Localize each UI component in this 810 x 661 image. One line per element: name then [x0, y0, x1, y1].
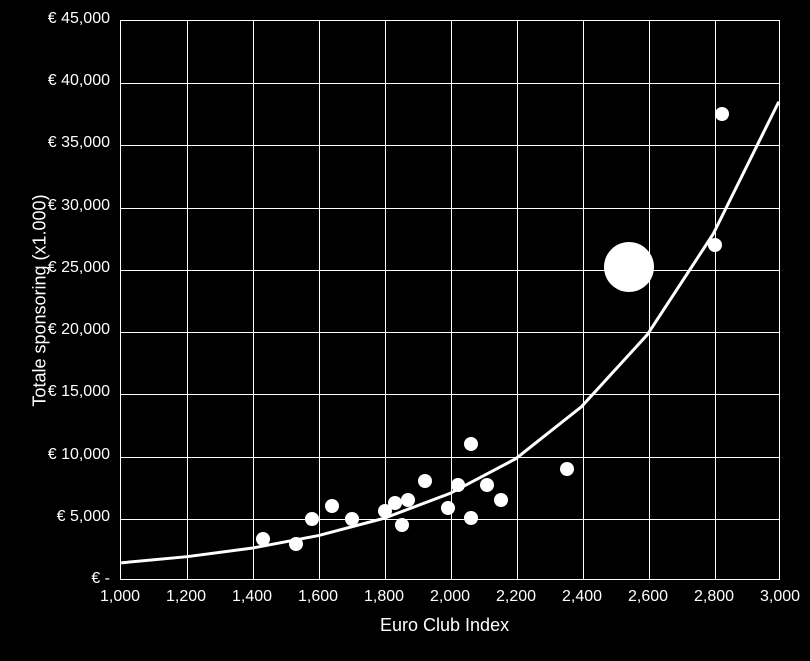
y-tick-label: € 25,000	[48, 259, 110, 277]
x-tick-label: 1,200	[166, 588, 206, 606]
trend-line	[121, 21, 779, 579]
y-axis-title: Totale sponsoring (x1.000)	[30, 191, 51, 411]
y-tick-label: € 40,000	[48, 72, 110, 90]
data-point	[388, 496, 402, 510]
y-tick-label: € 30,000	[48, 197, 110, 215]
data-point	[560, 462, 574, 476]
gridline-v	[517, 21, 518, 579]
data-point	[441, 501, 455, 515]
gridline-h	[121, 145, 779, 146]
gridline-v	[385, 21, 386, 579]
data-point	[395, 518, 409, 532]
data-point	[715, 107, 729, 121]
x-tick-label: 1,600	[298, 588, 338, 606]
gridline-v	[253, 21, 254, 579]
data-point	[464, 437, 478, 451]
data-point	[494, 493, 508, 507]
gridline-h	[121, 270, 779, 271]
y-tick-label: € 35,000	[48, 134, 110, 152]
gridline-v	[451, 21, 452, 579]
data-point	[464, 511, 478, 525]
highlight-point	[604, 242, 654, 292]
gridline-h	[121, 83, 779, 84]
gridline-v	[319, 21, 320, 579]
gridline-v	[649, 21, 650, 579]
y-tick-label: € 5,000	[57, 508, 110, 526]
gridline-h	[121, 208, 779, 209]
x-tick-label: 3,000	[760, 588, 800, 606]
data-point	[480, 478, 494, 492]
data-point	[418, 474, 432, 488]
x-tick-label: 2,400	[562, 588, 602, 606]
x-tick-label: 1,800	[364, 588, 404, 606]
gridline-v	[583, 21, 584, 579]
y-tick-label: € 10,000	[48, 446, 110, 464]
x-tick-label: 2,200	[496, 588, 536, 606]
data-point	[305, 512, 319, 526]
data-point	[289, 537, 303, 551]
gridline-h	[121, 519, 779, 520]
data-point	[345, 512, 359, 526]
gridline-v	[715, 21, 716, 579]
gridline-h	[121, 457, 779, 458]
plot-area	[120, 20, 780, 580]
y-tick-label: € -	[91, 570, 110, 588]
data-point	[256, 532, 270, 546]
scatter-chart: Totale sponsoring (x1.000) Euro Club Ind…	[0, 0, 810, 661]
x-axis-title: Euro Club Index	[380, 615, 509, 636]
gridline-h	[121, 332, 779, 333]
y-tick-label: € 20,000	[48, 321, 110, 339]
data-point	[451, 478, 465, 492]
x-tick-label: 2,000	[430, 588, 470, 606]
x-tick-label: 2,800	[694, 588, 734, 606]
x-tick-label: 2,600	[628, 588, 668, 606]
y-tick-label: € 45,000	[48, 10, 110, 28]
x-tick-label: 1,000	[100, 588, 140, 606]
y-tick-label: € 15,000	[48, 383, 110, 401]
data-point	[401, 493, 415, 507]
data-point	[325, 499, 339, 513]
gridline-h	[121, 394, 779, 395]
x-tick-label: 1,400	[232, 588, 272, 606]
gridline-v	[187, 21, 188, 579]
data-point	[708, 238, 722, 252]
